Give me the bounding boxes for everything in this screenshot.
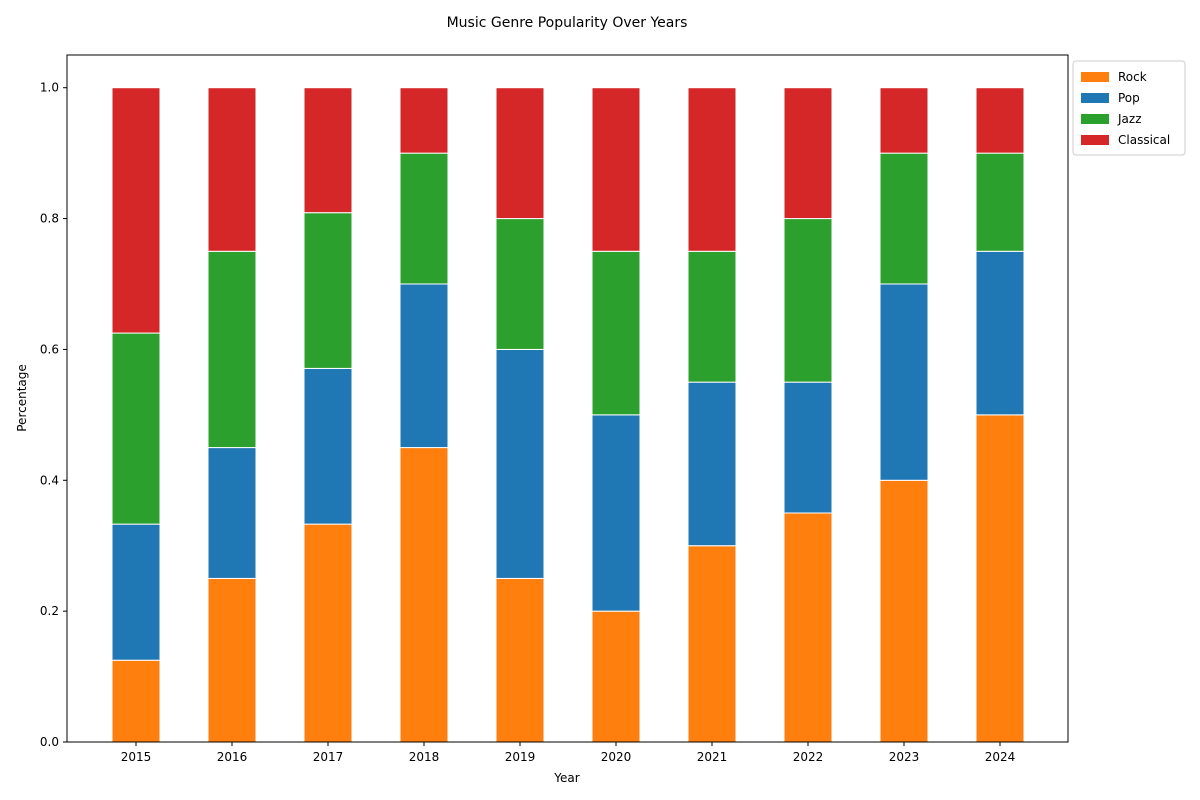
bar-pop-2018 [399, 283, 449, 449]
y-tick-label: 0.6 [40, 342, 59, 356]
bar-pop-2024 [975, 250, 1025, 416]
bar-rock-2021 [687, 545, 737, 743]
bar-pop-2019 [495, 348, 545, 579]
bar-jazz-2016 [207, 250, 257, 449]
chart-title: Music Genre Popularity Over Years [447, 15, 688, 31]
bar-jazz-2023 [879, 152, 929, 285]
x-tick-label: 2023 [889, 750, 920, 764]
bar-pop-2021 [687, 381, 737, 547]
y-axis: 0.0 0.2 0.4 0.6 0.8 1.0 [40, 81, 67, 749]
y-tick-label: 0.4 [40, 473, 59, 487]
bar-pop-2016 [207, 447, 257, 579]
bar-classical-2016 [207, 87, 257, 252]
legend-label-jazz: Jazz [1117, 112, 1142, 126]
bar-pop-2023 [879, 283, 929, 481]
bar-jazz-2015 [111, 332, 161, 525]
legend-swatch-rock [1081, 72, 1109, 82]
bar-jazz-2019 [495, 218, 545, 350]
bar-pop-2017 [303, 367, 353, 525]
bar-classical-2017 [303, 87, 353, 214]
bar-classical-2024 [975, 87, 1025, 154]
bar-jazz-2018 [399, 152, 449, 285]
bar-rock-2015 [111, 659, 161, 743]
plot-frame [66, 54, 1069, 743]
bar-rock-2017 [303, 523, 353, 743]
bar-jazz-2022 [783, 218, 833, 383]
y-tick-label: 0.8 [40, 212, 59, 226]
bar-jazz-2017 [303, 212, 353, 369]
bars-layer [111, 87, 1025, 743]
x-tick-label: 2015 [121, 750, 152, 764]
y-axis-title: Percentage [15, 364, 29, 432]
bar-rock-2018 [399, 447, 449, 743]
y-tick-label: 0.2 [40, 604, 59, 618]
bar-pop-2015 [111, 523, 161, 661]
bar-jazz-2020 [591, 250, 641, 416]
x-tick-label: 2016 [217, 750, 248, 764]
bar-rock-2020 [591, 610, 641, 743]
bar-classical-2015 [111, 87, 161, 334]
x-tick-label: 2020 [601, 750, 632, 764]
legend-label-pop: Pop [1118, 91, 1140, 105]
legend-swatch-jazz [1081, 114, 1109, 124]
x-axis: 2015 2016 2017 2018 2019 2020 2021 2022 2023 2024 [121, 742, 1016, 764]
bar-classical-2018 [399, 87, 449, 154]
y-tick-label: 1.0 [40, 81, 59, 95]
legend-swatch-pop [1081, 93, 1109, 103]
bar-rock-2024 [975, 414, 1025, 743]
x-tick-label: 2019 [505, 750, 536, 764]
bar-classical-2019 [495, 87, 545, 220]
y-tick-label: 0.0 [40, 735, 59, 749]
bar-pop-2020 [591, 414, 641, 612]
legend-label-classical: Classical [1118, 133, 1170, 147]
x-tick-label: 2024 [985, 750, 1016, 764]
bar-jazz-2021 [687, 250, 737, 383]
legend-box [1072, 60, 1186, 156]
bar-rock-2016 [207, 577, 257, 743]
legend-label-rock: Rock [1118, 70, 1147, 84]
bar-rock-2019 [495, 577, 545, 743]
bar-classical-2022 [783, 87, 833, 220]
legend: Rock Pop Jazz Classical [1072, 60, 1186, 156]
bar-rock-2022 [783, 512, 833, 743]
bar-jazz-2024 [975, 152, 1025, 252]
x-tick-label: 2022 [793, 750, 824, 764]
x-tick-label: 2018 [409, 750, 440, 764]
bar-classical-2020 [591, 87, 641, 252]
x-axis-title: Year [553, 771, 579, 785]
legend-swatch-classical [1081, 135, 1109, 145]
x-tick-label: 2021 [697, 750, 728, 764]
bar-rock-2023 [879, 479, 929, 743]
bar-classical-2021 [687, 87, 737, 252]
bar-classical-2023 [879, 87, 929, 154]
bar-pop-2022 [783, 381, 833, 514]
x-tick-label: 2017 [313, 750, 344, 764]
